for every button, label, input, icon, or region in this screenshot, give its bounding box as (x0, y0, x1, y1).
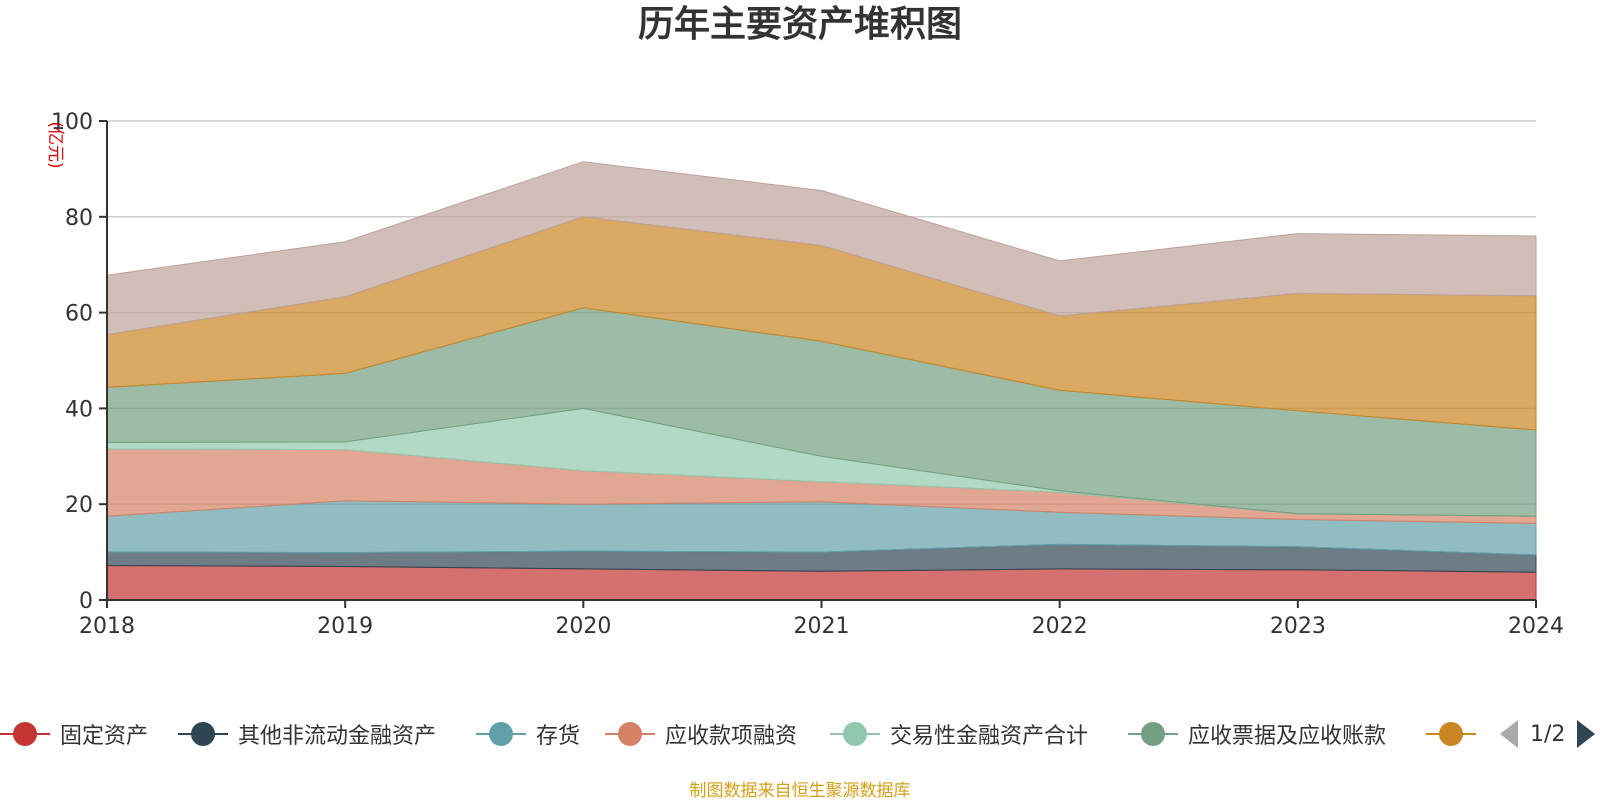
legend-label: 存货 (536, 724, 581, 749)
legend-page-indicator: 1/2 (1530, 721, 1566, 747)
legend-label: 交易性金融资产合计 (890, 724, 1089, 749)
y-tick-label: 0 (79, 589, 93, 614)
legend-item-2[interactable]: 存货 (476, 716, 580, 752)
chart-title: 历年主要资产堆积图 (637, 4, 962, 45)
legend-marker-icon (178, 716, 228, 752)
legend-pager: 1/2 (1500, 716, 1596, 752)
legend-marker-icon (476, 716, 526, 752)
legend-label: 应收款项融资 (665, 724, 798, 749)
x-axis-ticks: 2018 2019 2020 2021 2022 2023 2024 (79, 600, 1564, 639)
x-tick-label: 2018 (79, 614, 135, 639)
y-tick-label: 100 (51, 110, 93, 135)
legend-item-3[interactable]: 应收款项融资 (605, 716, 797, 752)
y-axis-unit-label: (亿元) (45, 121, 65, 168)
legend-marker-icon (1128, 716, 1178, 752)
legend-item-6[interactable] (1426, 716, 1476, 752)
y-axis-ticks: 0 20 40 60 80 100 (51, 110, 107, 614)
x-tick-label: 2023 (1270, 614, 1326, 639)
legend-marker-icon (1426, 716, 1476, 752)
legend-marker-icon (0, 716, 50, 752)
x-tick-label: 2022 (1032, 614, 1088, 639)
area-chart: 0 20 40 60 80 100 2018 2019 2020 2021 2022 2023 202… (45, 110, 1564, 639)
area-series-7[interactable] (106, 161, 1537, 336)
legend-label: 固定资产 (60, 724, 149, 749)
legend-item-5[interactable]: 应收票据及应收账款 (1128, 716, 1386, 752)
y-tick-label: 40 (65, 397, 93, 422)
source-note: 制图数据来自恒生聚源数据库 (689, 781, 911, 801)
y-tick-label: 80 (65, 206, 93, 231)
legend-marker-icon (605, 716, 655, 752)
legend-label: 其他非流动金融资产 (238, 724, 437, 749)
legend-next-page-icon[interactable] (1577, 720, 1596, 748)
legend-item-4[interactable]: 交易性金融资产合计 (830, 716, 1088, 752)
x-tick-label: 2020 (555, 614, 611, 639)
stacked-areas (106, 161, 1537, 601)
y-tick-label: 60 (65, 302, 93, 327)
legend-label: 应收票据及应收账款 (1188, 724, 1387, 749)
legend-prev-page-icon[interactable] (1500, 720, 1518, 748)
x-tick-label: 2019 (317, 614, 373, 639)
legend-marker-icon (830, 716, 880, 752)
legend: 固定资产 其他非流动金融资产 存货 应收款项融资 交易性金融资产合计 应收票据及应收账款 (0, 716, 1600, 752)
x-tick-label: 2024 (1508, 614, 1564, 639)
x-tick-label: 2021 (794, 614, 850, 639)
legend-item-0[interactable]: 固定资产 (0, 716, 148, 752)
legend-item-1[interactable]: 其他非流动金融资产 (178, 716, 436, 752)
y-tick-label: 20 (65, 493, 93, 518)
